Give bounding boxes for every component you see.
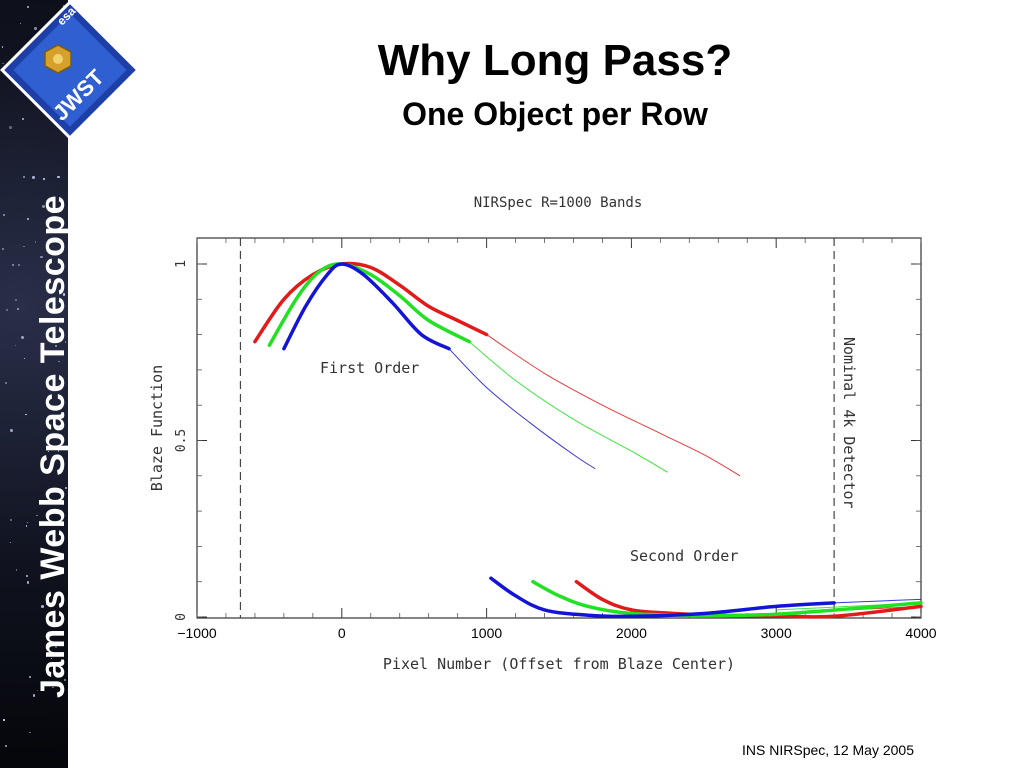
star	[24, 413, 27, 416]
blue-second-order-line	[489, 576, 836, 619]
star	[55, 345, 58, 348]
star	[32, 694, 36, 697]
star	[65, 341, 67, 343]
red-first-order-thin-line	[486, 334, 741, 477]
star	[36, 514, 39, 517]
star	[18, 264, 21, 267]
star	[25, 525, 28, 527]
star	[10, 518, 13, 521]
star	[65, 486, 68, 489]
green-first-order-thin-line	[468, 341, 668, 473]
star	[58, 360, 60, 363]
star	[40, 605, 44, 609]
star	[63, 678, 66, 681]
sidebar-title: James Webb Space Telescope	[34, 194, 68, 698]
green-first-order-line	[267, 262, 471, 347]
star	[24, 357, 26, 359]
y-tick-label: 0	[174, 613, 189, 621]
detector-label: Nominal 4k Detector	[840, 337, 858, 509]
star	[4, 745, 7, 747]
star	[34, 241, 37, 243]
star	[23, 176, 25, 178]
star	[10, 429, 13, 432]
sidebar-banner: James Webb Space Telescope	[0, 0, 68, 768]
x-tick-label: 1000	[471, 625, 502, 641]
star	[27, 217, 30, 221]
star	[62, 292, 66, 296]
star	[2, 62, 4, 64]
star	[26, 581, 29, 584]
y-tick-label: 0.5	[174, 429, 189, 452]
slide-subtitle: One Object per Row	[402, 96, 708, 132]
star	[57, 450, 60, 452]
star	[11, 263, 15, 267]
star	[25, 574, 29, 578]
star	[54, 645, 57, 648]
chart-title: NIRSpec R=1000 Bands	[474, 195, 643, 211]
y-tick-label: 1	[174, 260, 189, 268]
slide-footer: INS NIRSpec, 12 May 2005	[742, 742, 914, 758]
plot-layer: −1000 0 1000 2000 3000 4000 0 0.5 1	[174, 238, 937, 641]
annotation-second-order: Second Order	[630, 547, 738, 565]
blue-first-order-thin-line	[448, 348, 596, 470]
star	[15, 569, 18, 571]
star	[32, 176, 35, 179]
star	[14, 344, 17, 347]
jwst-logo: esa JWST	[0, 0, 140, 140]
x-tick-label: 0	[338, 625, 346, 641]
x-tick-label: 4000	[905, 625, 936, 641]
x-tick-label: 2000	[616, 625, 647, 641]
plot-frame	[196, 237, 922, 619]
star	[33, 26, 37, 30]
star	[21, 117, 24, 120]
star	[48, 258, 51, 261]
star	[1, 46, 4, 49]
star	[23, 245, 25, 248]
star	[56, 572, 60, 576]
star	[42, 205, 45, 208]
star	[3, 214, 6, 217]
star	[14, 298, 17, 301]
annotation-first-order: First Order	[320, 359, 419, 377]
star	[27, 521, 29, 523]
star	[52, 686, 54, 688]
star	[20, 22, 22, 24]
star	[57, 176, 60, 179]
star	[40, 255, 44, 259]
blue-second-order-thin-line	[834, 598, 922, 604]
star	[47, 450, 50, 452]
star	[9, 126, 12, 129]
star	[21, 335, 25, 339]
star	[43, 178, 45, 180]
star	[29, 675, 32, 678]
blue-first-order-line	[282, 262, 451, 351]
y-axis-label: Blaze Function	[148, 365, 166, 491]
star	[48, 651, 50, 654]
blaze-chart: NIRSpec R=1000 Bands −1000 0 1000 2000 3000 4…	[148, 195, 937, 673]
star	[59, 458, 62, 461]
star	[3, 719, 5, 721]
x-tick-label: −1000	[177, 625, 217, 641]
red-first-order-line	[253, 261, 489, 344]
x-axis-label: Pixel Number (Offset from Blaze Center)	[383, 655, 735, 673]
star	[5, 381, 8, 385]
mirror-icon	[44, 44, 72, 74]
star	[16, 307, 19, 310]
star	[10, 541, 12, 543]
star	[29, 732, 31, 734]
x-tick-label: 3000	[761, 625, 792, 641]
star	[1, 247, 4, 250]
star	[36, 689, 39, 692]
slide-title: Why Long Pass?	[377, 36, 733, 85]
star	[27, 6, 30, 9]
star	[50, 657, 53, 660]
star	[5, 308, 8, 312]
star	[46, 603, 49, 606]
